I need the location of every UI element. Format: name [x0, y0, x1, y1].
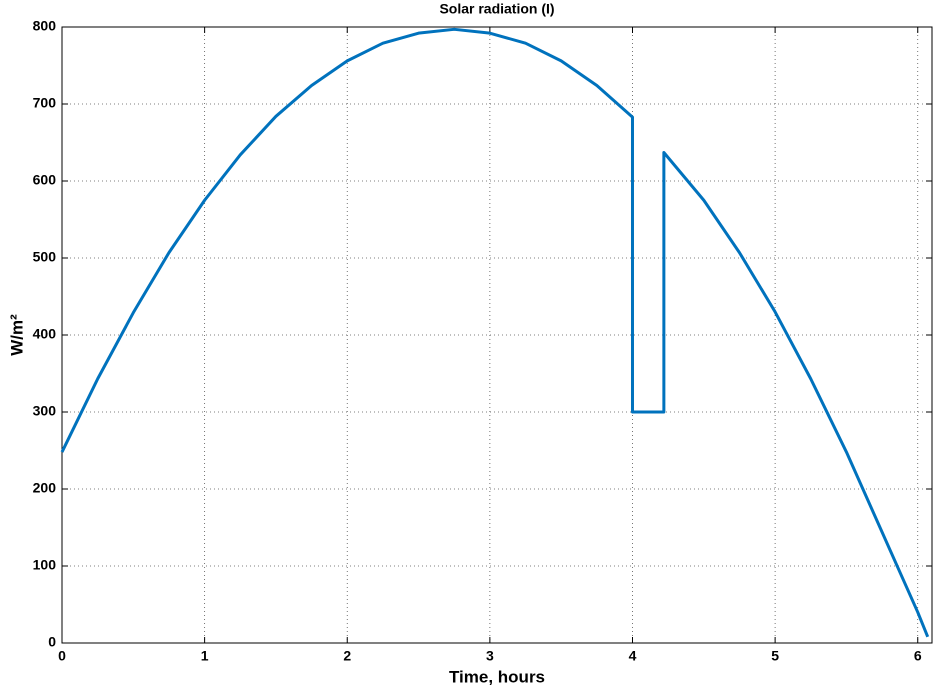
y-tick-label: 100: [33, 557, 57, 573]
y-tick-label: 0: [48, 634, 56, 650]
x-tick-label: 0: [58, 648, 66, 664]
y-tick-label: 600: [33, 172, 57, 188]
x-tick-label: 6: [914, 648, 922, 664]
chart-title: Solar radiation (I): [439, 1, 554, 17]
data-line: [60, 27, 930, 638]
y-tick-label: 300: [33, 403, 57, 419]
x-tick-label: 1: [201, 648, 209, 664]
y-axis-label: W/m²: [7, 314, 26, 356]
x-tick-label: 4: [629, 648, 637, 664]
y-tick-label: 700: [33, 95, 57, 111]
y-tick-label: 400: [33, 326, 57, 342]
y-tick-label: 200: [33, 480, 57, 496]
x-tick-label: 5: [771, 648, 779, 664]
y-tick-label: 500: [33, 249, 57, 265]
x-tick-label: 3: [486, 648, 494, 664]
plot-frame: [61, 26, 933, 644]
x-tick-label: 2: [343, 648, 351, 664]
plot-area: [62, 27, 932, 643]
x-axis-label: Time, hours: [449, 667, 545, 686]
y-tick-label: 800: [33, 18, 57, 34]
